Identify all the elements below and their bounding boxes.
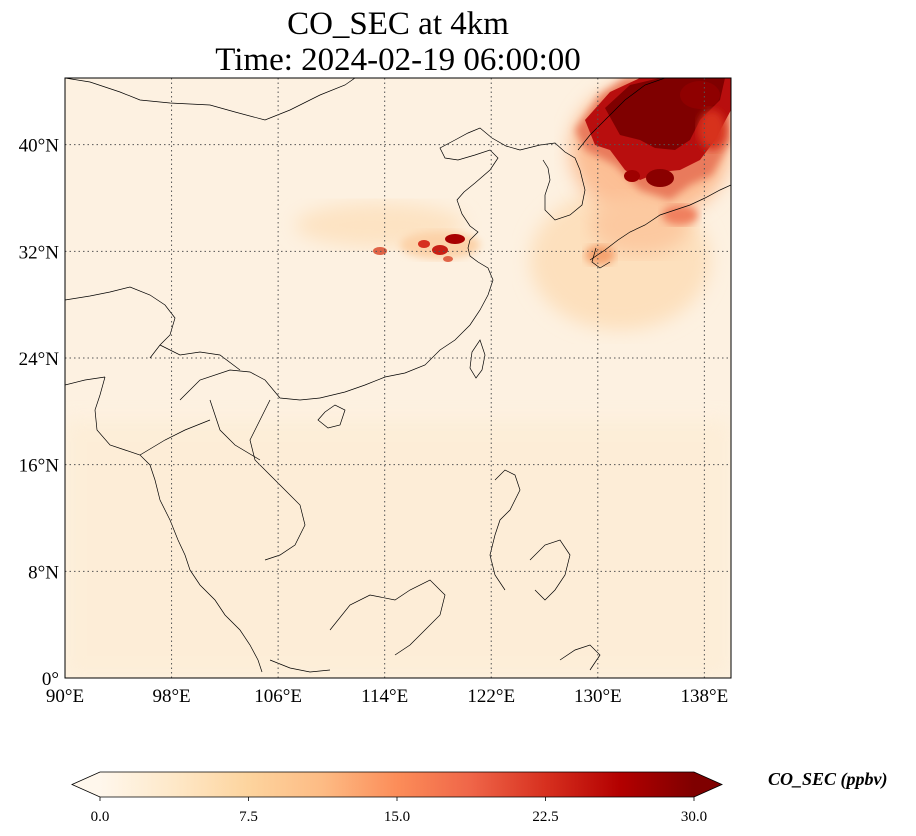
- lon-tick-label: 130°E: [574, 686, 622, 707]
- coastlines: [65, 78, 731, 673]
- lon-tick-label: 114°E: [361, 686, 408, 707]
- colorbar-tick-label: 15.0: [384, 809, 410, 825]
- colorbar-label: CO_SEC (ppbv): [768, 769, 888, 789]
- lon-tick-label: 90°E: [46, 686, 84, 707]
- lon-tick-label: 122°E: [467, 686, 515, 707]
- lat-tick-label: 8°N: [28, 562, 59, 583]
- colorbar: 0.0 7.5 15.0 22.5 30.0: [71, 771, 723, 825]
- lon-tick-label: 98°E: [152, 686, 190, 707]
- lat-tick-label: 40°N: [19, 136, 60, 157]
- lon-tick-label: 106°E: [254, 686, 302, 707]
- colorbar-extend-max: [694, 772, 722, 797]
- lat-tick-label: 32°N: [19, 242, 60, 263]
- lat-tick-label: 16°N: [19, 456, 60, 477]
- colorbar-tick-label: 22.5: [532, 809, 558, 825]
- colorbar-tick-label: 30.0: [681, 809, 707, 825]
- map-subtitle-time: Time: 2024-02-19 06:00:00: [215, 42, 581, 78]
- lat-tick-label: 0°: [42, 669, 59, 690]
- colorbar-bar: [100, 772, 694, 797]
- map-title: CO_SEC at 4km: [287, 6, 509, 42]
- lat-tick-label: 24°N: [19, 349, 60, 370]
- latitude-ticks: 0° 8°N 16°N 24°N 32°N 40°N: [19, 136, 60, 690]
- lon-tick-label: 138°E: [681, 686, 729, 707]
- longitude-ticks: 90°E 98°E 106°E 114°E 122°E 130°E 138°E: [46, 686, 728, 707]
- colorbar-extend-min: [72, 772, 100, 797]
- colorbar-tick-label: 0.0: [91, 809, 110, 825]
- map-gridlines: [65, 78, 731, 678]
- map-frame: [64, 77, 732, 679]
- colorbar-tick-label: 7.5: [239, 809, 258, 825]
- colorbar-ticks: 0.0 7.5 15.0 22.5 30.0: [91, 797, 707, 825]
